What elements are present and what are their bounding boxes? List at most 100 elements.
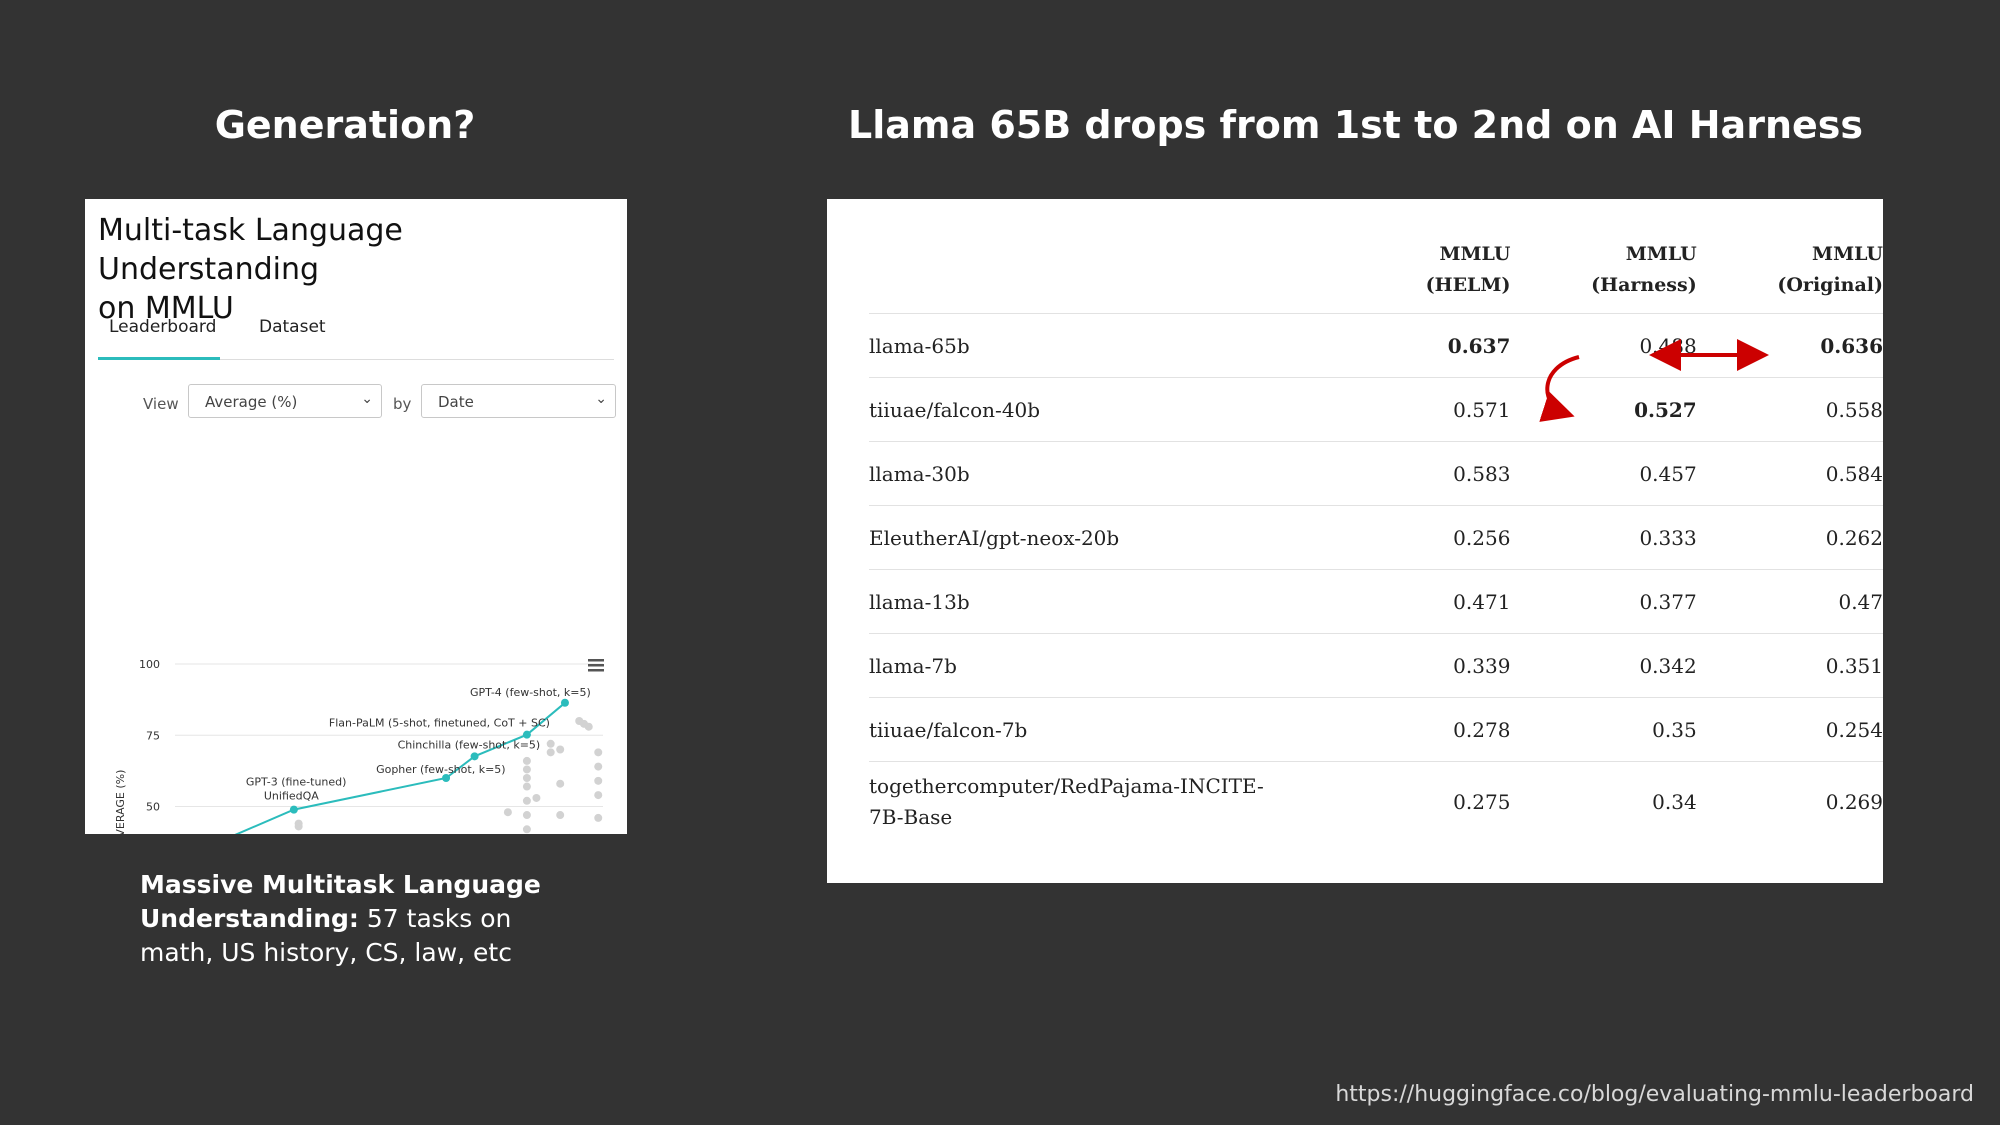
- point-label: Chinchilla (few-shot, k=5): [398, 738, 541, 751]
- column-header-original: MMLU (Original): [1777, 243, 1883, 296]
- hamburger-icon: [588, 659, 604, 662]
- helm-score: 0.637: [1325, 313, 1511, 378]
- original-score: 0.351: [1696, 633, 1883, 698]
- table-row: llama-13b 0.471 0.377 0.47: [869, 569, 1883, 634]
- original-score: 0.262: [1696, 505, 1883, 570]
- helm-score: 0.471: [1325, 569, 1511, 634]
- panel-title-line2: on MMLU: [98, 291, 234, 326]
- table-row: llama-7b 0.339 0.342 0.351: [869, 633, 1883, 698]
- helm-score: 0.571: [1325, 377, 1511, 442]
- other-model-point: [532, 793, 541, 802]
- model-name: tiiuae/falcon-7b: [869, 697, 1326, 762]
- model-name: tiiuae/falcon-40b: [869, 377, 1326, 442]
- model-name: llama-30b: [869, 441, 1326, 506]
- other-model-point: [556, 745, 565, 754]
- other-model-point: [522, 782, 531, 791]
- tab-dataset[interactable]: Dataset: [259, 317, 326, 337]
- table-row: llama-30b 0.583 0.457 0.584: [869, 441, 1883, 506]
- point-label: Flan-PaLM (5-shot, finetuned, CoT + SC): [329, 717, 550, 730]
- table-row: tiiuae/falcon-7b 0.278 0.35 0.254: [869, 697, 1883, 762]
- tab-divider: [98, 359, 614, 360]
- other-model-point: [594, 776, 603, 785]
- original-score: 0.47: [1696, 569, 1883, 634]
- annotation-arrows: [1539, 339, 1769, 422]
- description-rest: 57 tasks on math, US history, CS, law, e…: [140, 904, 512, 967]
- harness-score: 0.35: [1510, 697, 1697, 762]
- harness-score: 0.377: [1510, 569, 1697, 634]
- other-model-point: [584, 722, 593, 731]
- other-model-point: [594, 813, 603, 822]
- source-url[interactable]: https://huggingface.co/blog/evaluating-m…: [1335, 1082, 1974, 1107]
- other-model-point: [503, 808, 512, 817]
- mmlu-comparison-table-screenshot: MMLU (HELM) MMLU (Harness) MMLU (Original) …: [827, 199, 1883, 883]
- other-model-point: [522, 756, 531, 765]
- right-heading: Llama 65B drops from 1st to 2nd on AI Ha…: [847, 103, 1863, 147]
- view-select-value: Average (%): [205, 393, 298, 411]
- view-select[interactable]: Average (%) ⌄: [188, 384, 382, 418]
- original-score: 0.558: [1696, 377, 1883, 442]
- table-header-row: MMLU (HELM) MMLU (Harness) MMLU (Original): [869, 239, 1883, 314]
- column-header-harness: MMLU (Harness): [1591, 243, 1697, 296]
- y-tick-label: 50: [146, 801, 160, 814]
- other-model-point: [522, 765, 531, 774]
- y-tick-label: 75: [146, 729, 160, 742]
- model-name: togethercomputer/RedPajama-INCITE-7B-Bas…: [869, 761, 1326, 842]
- other-model-point: [556, 811, 565, 820]
- helm-score: 0.583: [1325, 441, 1511, 506]
- mmlu-description: Massive Multitask Language Understanding…: [140, 868, 560, 970]
- other-model-point: [594, 791, 603, 800]
- curved-arrow-icon: [1539, 355, 1580, 422]
- model-name: EleutherAI/gpt-neox-20b: [869, 505, 1326, 570]
- model-name: llama-13b: [869, 569, 1326, 634]
- other-model-point: [522, 774, 531, 782]
- other-model-point: [522, 811, 531, 820]
- view-label: View: [143, 395, 179, 413]
- y-tick-label: 100: [139, 658, 160, 671]
- other-model-point: [556, 779, 565, 788]
- by-select-value: Date: [438, 393, 474, 411]
- original-score: 0.254: [1696, 697, 1883, 762]
- helm-score: 0.256: [1325, 505, 1511, 570]
- table-row: togethercomputer/RedPajama-INCITE-7B-Bas…: [869, 761, 1883, 842]
- table-row: EleutherAI/gpt-neox-20b 0.256 0.333 0.26…: [869, 505, 1883, 570]
- other-model-point: [546, 748, 555, 757]
- model-name: llama-7b: [869, 633, 1326, 698]
- original-score: 0.584: [1696, 441, 1883, 506]
- frontier-point: [560, 698, 569, 707]
- by-select[interactable]: Date ⌄: [421, 384, 616, 418]
- harness-score: 0.342: [1510, 633, 1697, 698]
- helm-score: 0.275: [1325, 761, 1511, 842]
- point-label: UnifiedQA: [264, 790, 319, 803]
- mmlu-leaderboard-screenshot: Multi-task Language Understanding on MML…: [85, 199, 627, 834]
- other-model-point: [594, 762, 603, 771]
- frontier-point: [442, 774, 451, 782]
- hamburger-icon: [588, 664, 604, 667]
- panel-title: Multi-task Language Understanding on MML…: [98, 211, 627, 328]
- point-label: GPT-4 (few-shot, k=5): [470, 686, 591, 699]
- y-axis-label: AVERAGE (%): [114, 770, 127, 834]
- original-score: 0.269: [1696, 761, 1883, 842]
- table-row: tiiuae/falcon-40b 0.571 0.527 0.558: [869, 377, 1883, 442]
- harness-score: 0.457: [1510, 441, 1697, 506]
- tab-leaderboard[interactable]: Leaderboard: [109, 317, 217, 337]
- frontier-point: [289, 805, 298, 814]
- frontier-line: [234, 702, 566, 834]
- other-model-point: [522, 796, 531, 805]
- point-label: GPT-3 (fine-tuned): [246, 776, 347, 789]
- model-name: llama-65b: [869, 313, 1326, 378]
- chevron-down-icon: ⌄: [361, 391, 373, 407]
- column-header-helm: MMLU (HELM): [1425, 243, 1511, 296]
- frontier-point: [470, 752, 479, 761]
- mmlu-chart: 02550751002020202120222023AVERAGE (%)GPT…: [114, 658, 604, 834]
- frontier-point: [522, 730, 531, 739]
- active-tab-indicator: [98, 357, 220, 360]
- other-model-point: [594, 748, 603, 757]
- harness-score: 0.333: [1510, 505, 1697, 570]
- point-label: Gopher (few-shot, k=5): [376, 763, 506, 776]
- hamburger-icon: [588, 669, 604, 672]
- mmlu-table: MMLU (HELM) MMLU (Harness) MMLU (Original) …: [869, 239, 1883, 842]
- helm-score: 0.339: [1325, 633, 1511, 698]
- table-row: llama-65b 0.637 0.488 0.636: [869, 313, 1883, 378]
- harness-score: 0.34: [1510, 761, 1697, 842]
- other-model-point: [294, 819, 303, 828]
